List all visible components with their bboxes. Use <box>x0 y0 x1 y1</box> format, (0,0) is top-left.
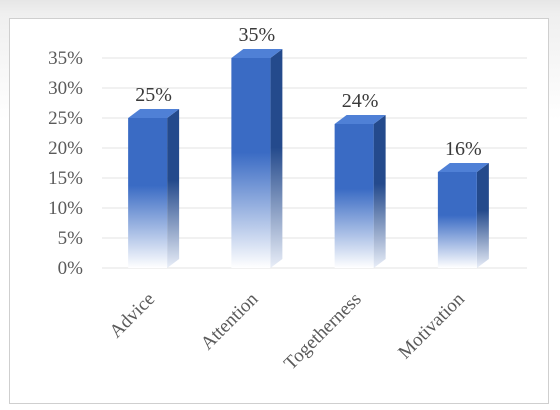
bar-togetherness <box>334 115 386 268</box>
x-category-label: Attention <box>197 288 263 354</box>
data-labels: 25% 35% 24% 16% <box>135 24 481 160</box>
bar-top <box>437 163 489 172</box>
bar-front <box>334 124 374 268</box>
x-category-label: Togetherness <box>280 289 366 375</box>
bar-side <box>373 115 386 268</box>
bar-top <box>128 109 180 118</box>
data-label: 25% <box>135 84 172 106</box>
y-tick-label: 25% <box>48 108 83 129</box>
data-label: 24% <box>342 90 379 112</box>
y-axis-ticks: 0% 5% 10% 15% 20% 25% 30% 35% <box>48 48 83 279</box>
bar-side <box>270 49 283 268</box>
bar-motivation <box>437 163 489 268</box>
y-tick-label: 15% <box>48 168 83 189</box>
bar-top <box>334 115 386 124</box>
bar-side <box>167 109 180 268</box>
bar-side <box>476 163 489 268</box>
y-tick-label: 35% <box>48 48 83 69</box>
y-tick-label: 5% <box>58 228 84 249</box>
y-tick-label: 20% <box>48 138 83 159</box>
x-category-label: Motivation <box>394 288 469 363</box>
y-tick-label: 10% <box>48 198 83 219</box>
data-label: 16% <box>445 138 482 160</box>
bar-top <box>231 49 283 58</box>
bar-attention <box>231 49 283 268</box>
bar-front <box>231 58 271 268</box>
bar-advice <box>128 109 180 268</box>
x-category-label: Advice <box>106 289 160 343</box>
bar-front <box>128 118 168 268</box>
y-tick-label: 0% <box>58 258 84 279</box>
x-axis-categories: Advice Attention Togetherness Motivation <box>106 288 470 374</box>
bar-front <box>437 172 477 268</box>
y-tick-label: 30% <box>48 78 83 99</box>
bars <box>128 49 489 268</box>
data-label: 35% <box>239 24 276 46</box>
